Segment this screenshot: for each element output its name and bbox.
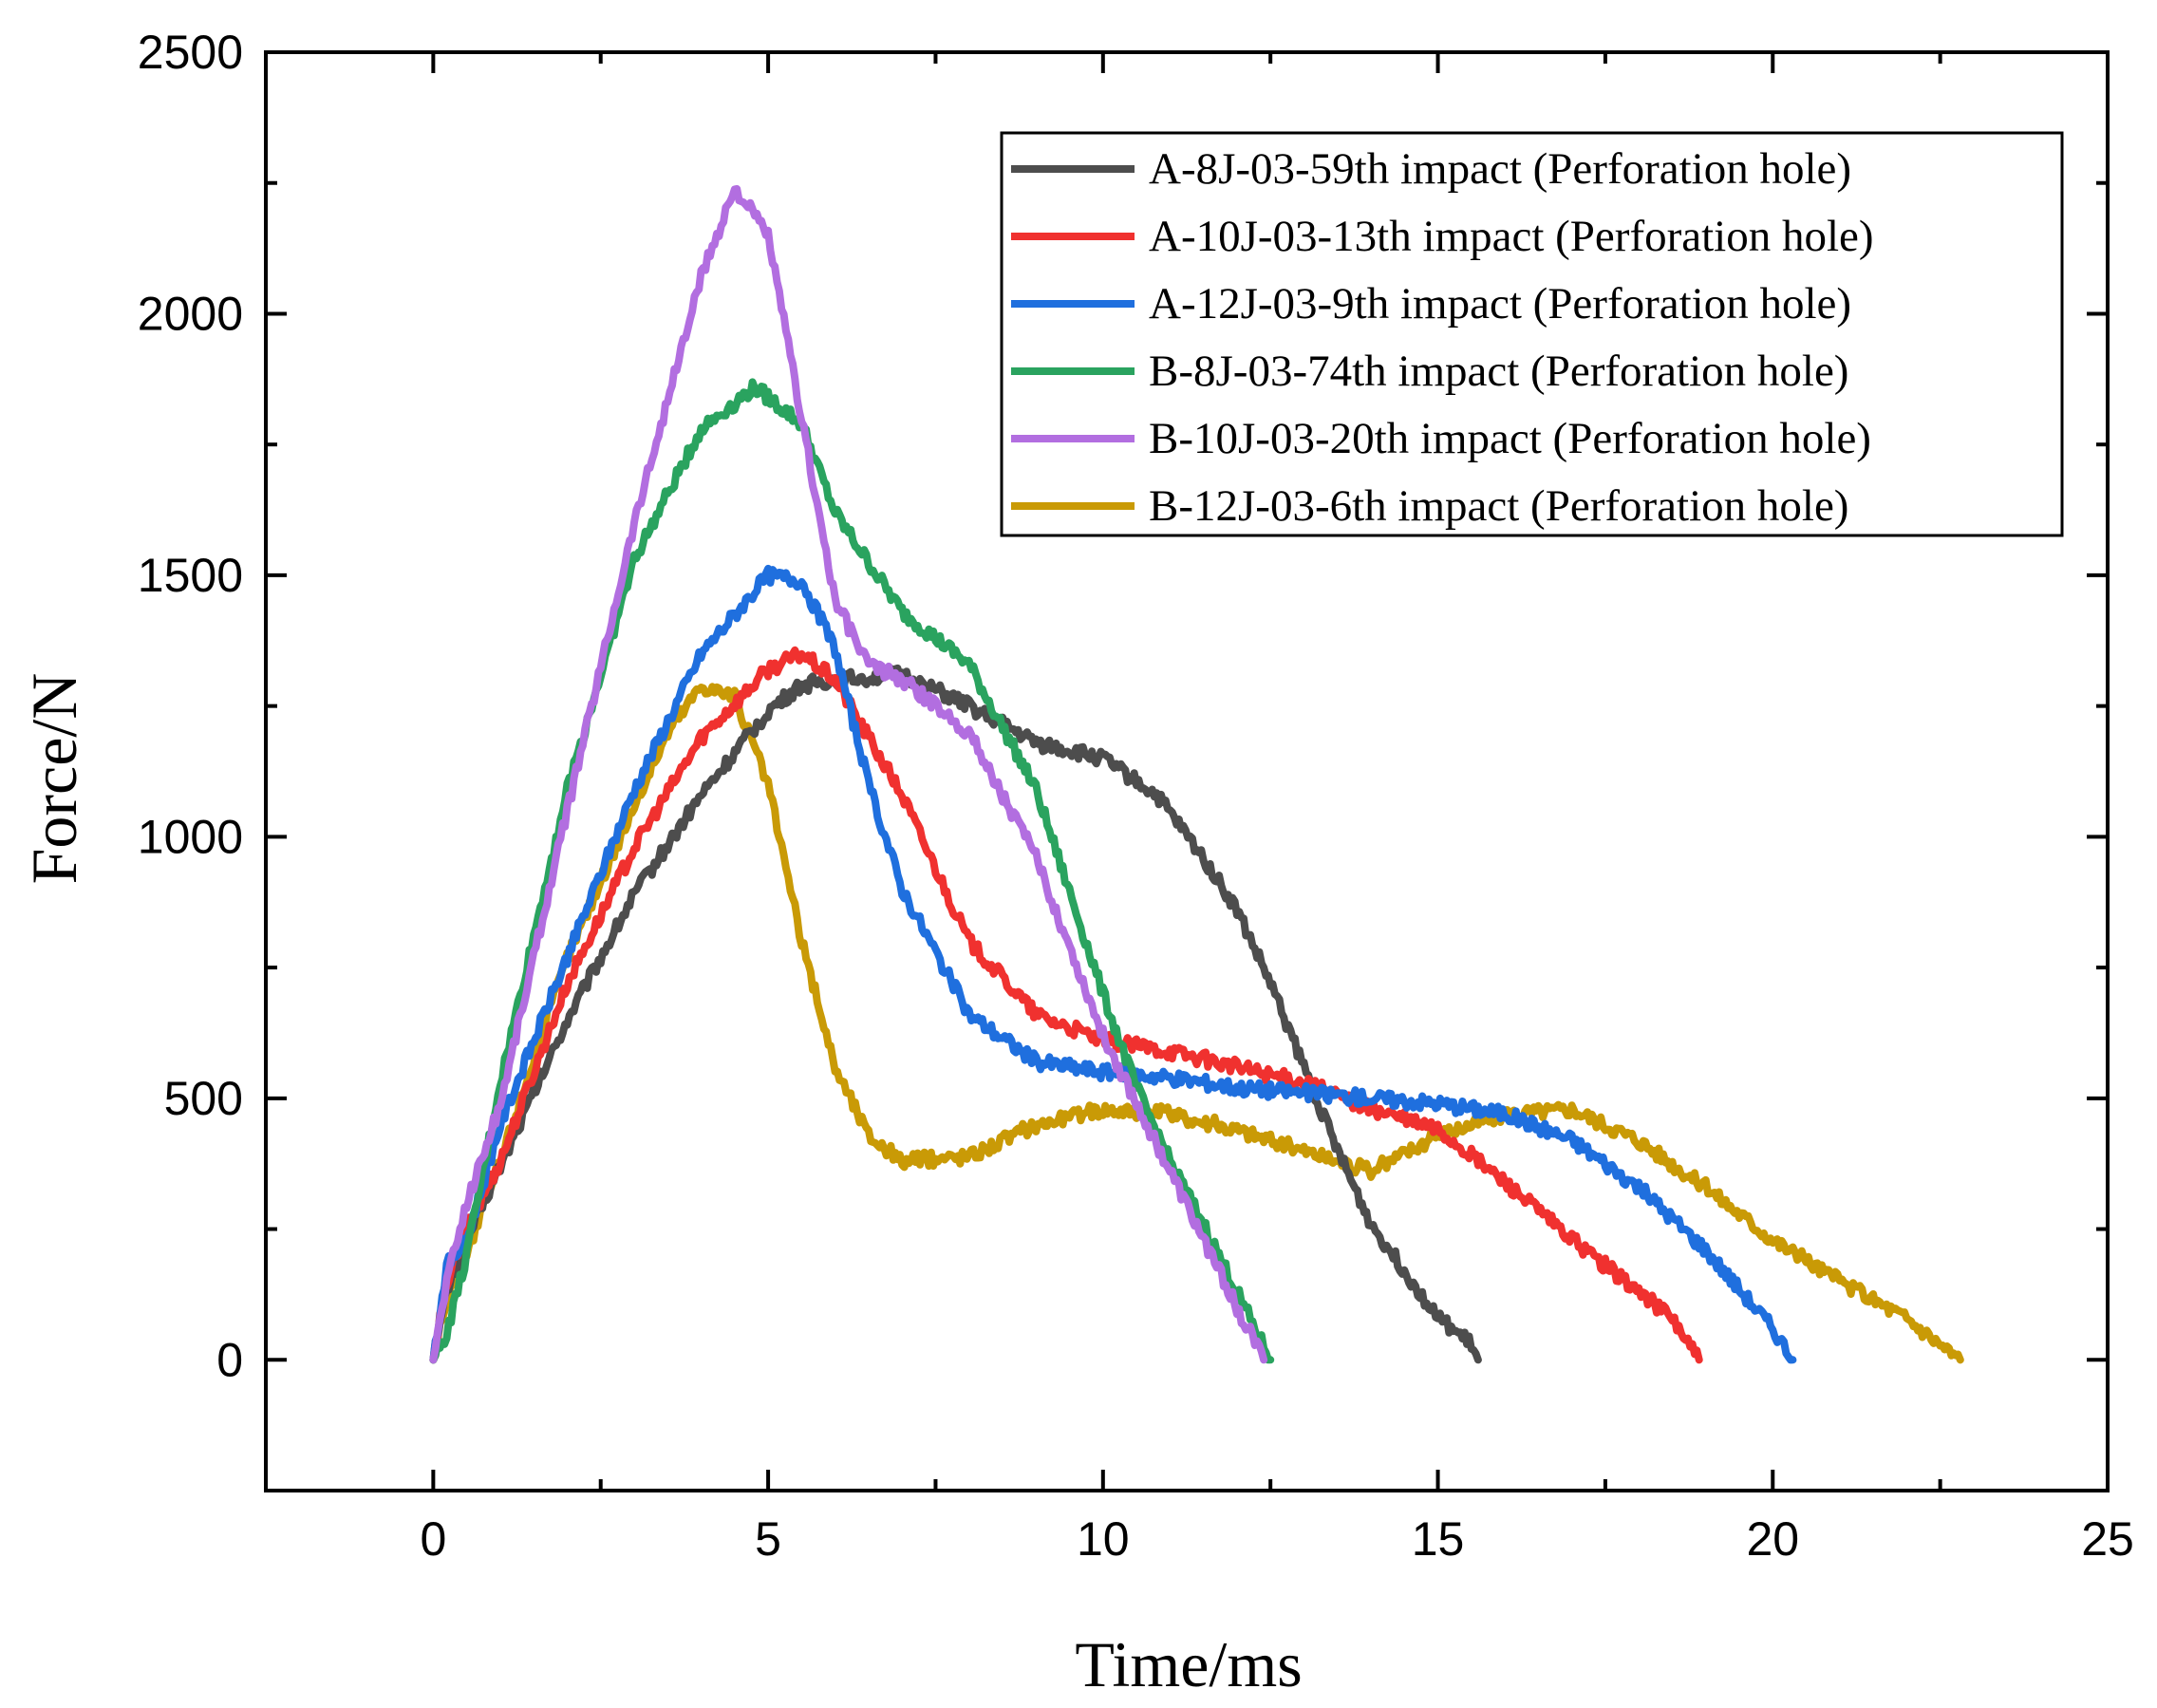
- plot-frame: [264, 50, 2110, 1492]
- y-tick-label: 2500: [138, 26, 243, 79]
- y-tick-label: 1500: [138, 549, 243, 602]
- y-tick-label: 500: [164, 1072, 243, 1125]
- series-lines: [429, 185, 1964, 1364]
- x-tick-label: 25: [2081, 1512, 2134, 1566]
- y-tick-label: 2000: [138, 287, 243, 340]
- series-line-6: [429, 683, 1964, 1364]
- plot-area-border: [264, 50, 2110, 1492]
- x-axis-title: Time/ms: [1075, 1628, 1302, 1700]
- x-tick-label: 0: [420, 1512, 446, 1566]
- legend-label: A-10J-03-13th impact (Perforation hole): [1149, 212, 1874, 261]
- series-line-2: [429, 646, 1703, 1364]
- x-tick-label: 15: [1412, 1512, 1465, 1566]
- legend-label: A-12J-03-9th impact (Perforation hole): [1149, 279, 1851, 328]
- legend-box: [1000, 131, 2064, 537]
- series-line-3: [429, 564, 1797, 1364]
- x-tick-label: 5: [755, 1512, 781, 1566]
- y-axis-title: Force/N: [18, 673, 90, 885]
- x-tick-label: 20: [1746, 1512, 1799, 1566]
- series-line-5: [429, 185, 1268, 1364]
- axis-ticks: [264, 50, 2110, 1492]
- tick-labels: 0 5 10 15 20 25 0 500 1000 1500 2000 2500: [138, 26, 2134, 1566]
- y-tick-label: 0: [216, 1333, 243, 1386]
- legend-label: A-8J-03-59th impact (Perforation hole): [1149, 144, 1851, 194]
- x-tick-label: 10: [1077, 1512, 1130, 1566]
- legend: A-8J-03-59th impact (Perforation hole) A-…: [1000, 131, 2064, 537]
- legend-label: B-10J-03-20th impact (Perforation hole): [1149, 414, 1871, 463]
- legend-label: B-12J-03-6th impact (Perforation hole): [1149, 481, 1848, 531]
- series-line-1: [429, 664, 1482, 1364]
- y-tick-label: 1000: [138, 810, 243, 863]
- legend-label: B-8J-03-74th impact (Perforation hole): [1149, 347, 1848, 396]
